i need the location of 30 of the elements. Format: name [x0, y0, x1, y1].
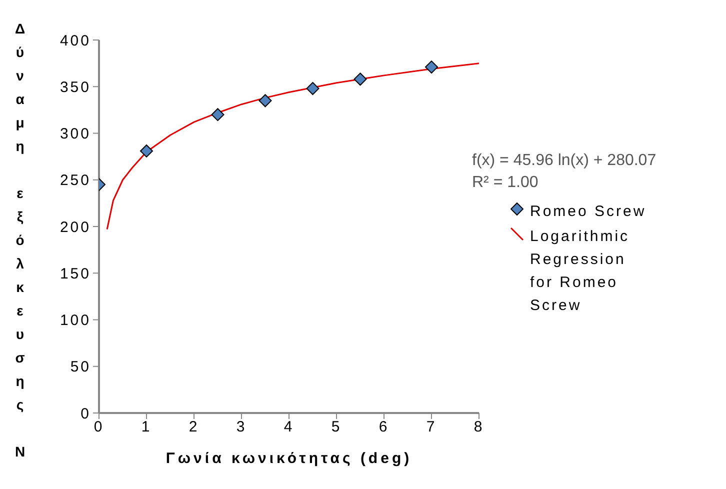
y-tick-label: 50: [70, 358, 91, 376]
x-tick-label: 4: [284, 418, 294, 436]
legend-label: Romeo Screw: [530, 202, 648, 222]
x-tick-label: 8: [474, 418, 484, 436]
point: [354, 72, 367, 86]
text: Δύναμη εξόλκευσης N: [14, 20, 26, 460]
y-tick-label: 350: [60, 78, 91, 96]
point: [140, 144, 153, 158]
x-tick-label: 5: [331, 418, 342, 436]
y-tick-label: 0: [80, 405, 91, 422]
legend-label: Logarithmic Regression for Romeo Screw: [530, 227, 631, 316]
point: [211, 108, 224, 122]
annotation: R² = 1.00: [472, 173, 540, 193]
y-tick-label: 100: [60, 312, 91, 330]
x-tick-label: 6: [378, 418, 390, 436]
y-tick-label: 300: [60, 126, 91, 143]
x-tick-label: 3: [236, 418, 247, 436]
x-tick-label: 2: [188, 418, 200, 436]
point: [258, 94, 272, 108]
point: [306, 82, 320, 95]
point: [425, 60, 438, 74]
x-tick-label: 1: [141, 418, 152, 436]
y-tick-label: 250: [60, 172, 91, 190]
y-tick-label: 150: [60, 265, 91, 282]
x-axis-title: Γωνία κωνικότητας (deg): [166, 450, 412, 467]
y-tick-label: 200: [60, 218, 91, 236]
x-tick-label: 0: [94, 418, 104, 436]
annotation: f(x) = 45.96 ln(x) + 280.07: [472, 151, 656, 171]
x-tick-label: 7: [426, 418, 437, 436]
y-tick-label: 400: [60, 32, 91, 50]
